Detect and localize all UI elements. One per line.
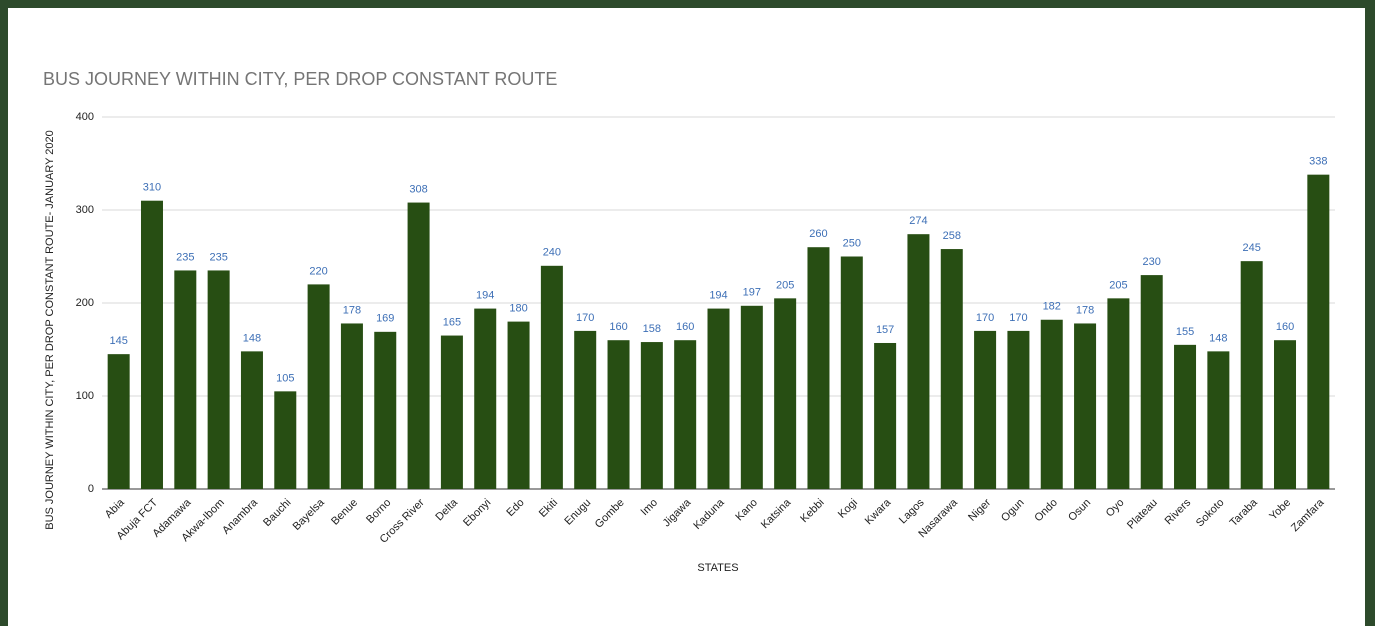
value-label: 178 bbox=[1076, 304, 1094, 316]
bar bbox=[107, 354, 130, 489]
y-tick-label: 0 bbox=[88, 483, 94, 495]
value-label: 178 bbox=[343, 304, 361, 316]
value-label: 205 bbox=[1109, 279, 1127, 291]
bar bbox=[1040, 319, 1063, 489]
bar bbox=[1240, 261, 1263, 489]
bar bbox=[140, 200, 163, 489]
value-label: 308 bbox=[409, 183, 427, 195]
value-label: 169 bbox=[376, 313, 394, 325]
value-label: 148 bbox=[1209, 332, 1227, 344]
bar bbox=[1174, 344, 1197, 489]
bar bbox=[440, 335, 463, 489]
value-label: 182 bbox=[1043, 301, 1061, 313]
bar bbox=[874, 342, 897, 489]
value-label: 180 bbox=[509, 303, 527, 315]
value-label: 260 bbox=[809, 228, 827, 240]
value-label: 160 bbox=[676, 321, 694, 333]
value-label: 235 bbox=[209, 251, 227, 263]
bar bbox=[1107, 298, 1130, 489]
value-label: 338 bbox=[1309, 156, 1327, 168]
bar bbox=[640, 342, 663, 489]
bar bbox=[740, 305, 763, 489]
bar bbox=[774, 298, 797, 489]
y-tick-label: 400 bbox=[76, 111, 94, 123]
bar bbox=[1207, 351, 1230, 489]
value-label: 170 bbox=[576, 312, 594, 324]
bar bbox=[607, 340, 630, 489]
bar bbox=[1140, 275, 1163, 489]
value-label: 235 bbox=[176, 251, 194, 263]
bar bbox=[707, 308, 730, 489]
bar bbox=[174, 270, 197, 489]
y-tick-label: 300 bbox=[76, 204, 94, 216]
bar bbox=[307, 284, 330, 489]
bar bbox=[807, 247, 830, 489]
value-label: 194 bbox=[476, 289, 494, 301]
bar bbox=[1307, 174, 1330, 489]
value-label: 165 bbox=[443, 316, 461, 328]
value-label: 160 bbox=[609, 321, 627, 333]
bar bbox=[240, 351, 263, 489]
bar bbox=[907, 234, 930, 489]
value-label: 170 bbox=[1009, 312, 1027, 324]
value-label: 194 bbox=[709, 289, 727, 301]
bar bbox=[207, 270, 230, 489]
value-label: 158 bbox=[643, 323, 661, 335]
chart-title: BUS JOURNEY WITHIN CITY, PER DROP CONSTA… bbox=[43, 69, 557, 89]
bar bbox=[407, 202, 430, 489]
bar bbox=[840, 256, 863, 489]
value-label: 310 bbox=[143, 182, 161, 194]
chart-background bbox=[8, 8, 1365, 626]
bar bbox=[540, 265, 563, 489]
value-label: 157 bbox=[876, 324, 894, 336]
value-label: 230 bbox=[1143, 256, 1161, 268]
value-label: 145 bbox=[109, 335, 127, 347]
value-label: 274 bbox=[909, 215, 927, 227]
value-label: 258 bbox=[943, 230, 961, 242]
value-label: 240 bbox=[543, 247, 561, 259]
value-label: 160 bbox=[1276, 321, 1294, 333]
value-label: 205 bbox=[776, 279, 794, 291]
y-axis-label: BUS JOURNEY WITHIN CITY, PER DROP CONSTA… bbox=[44, 130, 56, 530]
bar bbox=[274, 391, 297, 489]
bar bbox=[1274, 340, 1297, 489]
bar bbox=[507, 321, 530, 489]
bar bbox=[1074, 323, 1097, 489]
value-label: 170 bbox=[976, 312, 994, 324]
value-label: 148 bbox=[243, 332, 261, 344]
bar bbox=[674, 340, 697, 489]
value-label: 105 bbox=[276, 372, 294, 384]
y-tick-label: 200 bbox=[76, 297, 94, 309]
x-axis-label: STATES bbox=[697, 562, 738, 574]
bar bbox=[474, 308, 497, 489]
y-tick-label: 100 bbox=[76, 390, 94, 402]
bar bbox=[974, 330, 997, 489]
value-label: 155 bbox=[1176, 326, 1194, 338]
value-label: 245 bbox=[1243, 242, 1261, 254]
value-label: 250 bbox=[843, 237, 861, 249]
value-label: 197 bbox=[743, 287, 761, 299]
bar bbox=[374, 331, 397, 489]
value-label: 220 bbox=[309, 265, 327, 277]
bar bbox=[940, 249, 963, 489]
bar bbox=[340, 323, 363, 489]
bar bbox=[1007, 330, 1030, 489]
bar bbox=[574, 330, 597, 489]
